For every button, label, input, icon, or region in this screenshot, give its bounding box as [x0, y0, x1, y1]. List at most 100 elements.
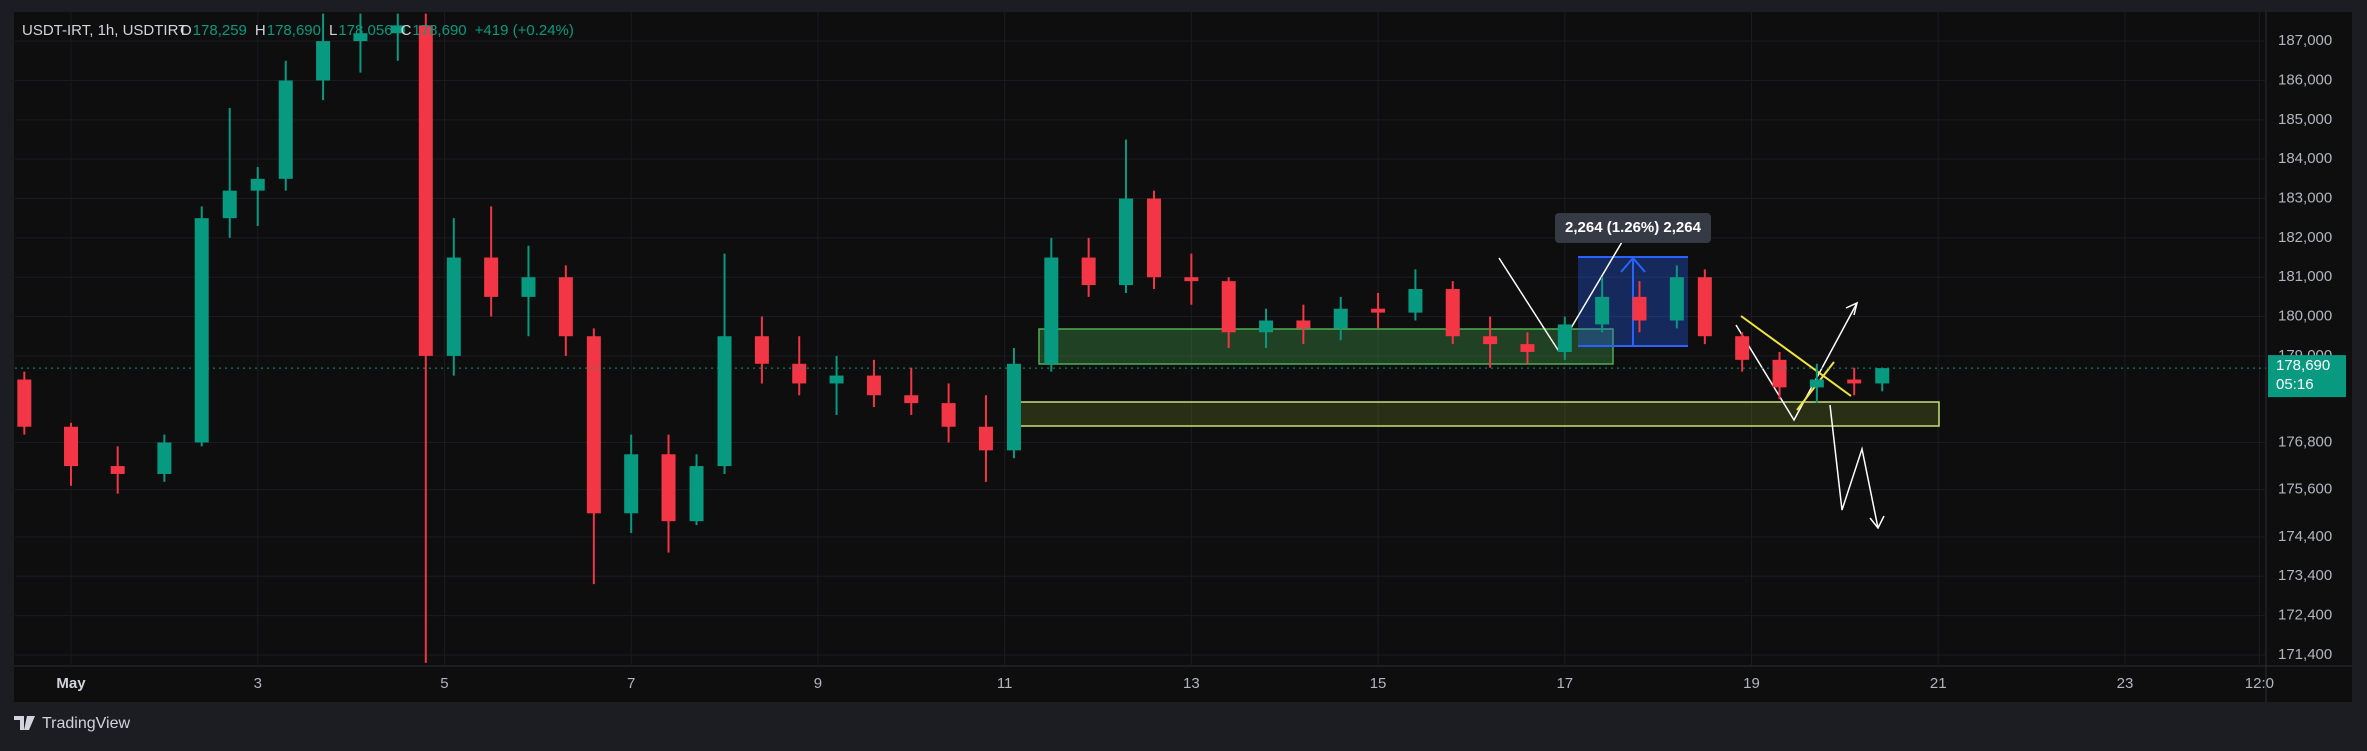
x-tick-label: May: [56, 675, 86, 692]
candle-body: [278, 80, 293, 179]
candle-body: [1445, 289, 1460, 337]
candle-body: [866, 375, 881, 396]
candle-body: [1408, 289, 1423, 313]
candle-body: [521, 277, 536, 297]
candle-body: [661, 454, 676, 522]
ohlc-value: 178,690: [412, 22, 466, 39]
candle-body: [1371, 308, 1386, 313]
candle-body: [717, 336, 732, 467]
x-tick-label: 17: [1556, 675, 1573, 692]
candle-body: [1147, 198, 1162, 278]
candle-body: [624, 454, 639, 514]
candle-body: [1520, 344, 1535, 352]
pattern-line: [1735, 302, 1858, 422]
candle-body: [1557, 324, 1572, 352]
candle-body: [904, 395, 919, 404]
y-tick-label: 174,400: [2278, 528, 2332, 545]
candle-body: [1697, 277, 1712, 337]
x-tick-label: 11: [997, 675, 1013, 692]
candles-layer: [17, 13, 1890, 663]
candle-body: [829, 375, 844, 384]
ohlc-key: C: [401, 22, 412, 39]
ohlc-value: 178,056: [338, 22, 392, 39]
candle-body: [157, 442, 172, 474]
measure-label: 2,264 (1.26%) 2,264: [1565, 219, 1702, 236]
candle-body: [1259, 320, 1274, 333]
y-tick-label: 182,000: [2278, 229, 2332, 246]
x-tick-label: 9: [814, 675, 822, 692]
ohlc-value: 178,690: [267, 22, 321, 39]
last-price-badge: [2268, 355, 2346, 398]
y-tick-label: 171,400: [2278, 646, 2332, 663]
candle-body: [1772, 359, 1787, 388]
y-tick-label: 185,000: [2278, 111, 2332, 128]
last-price-label: 178,690: [2276, 357, 2330, 374]
candle-body: [1632, 296, 1647, 321]
y-tick-label: 187,000: [2278, 32, 2332, 49]
candle-body: [1184, 277, 1199, 282]
candle-body: [194, 218, 209, 443]
candle-body: [1875, 368, 1890, 384]
y-tick-label: 181,000: [2278, 268, 2332, 285]
y-tick-label: 180,000: [2278, 308, 2332, 325]
y-tick-label: 183,000: [2278, 189, 2332, 206]
chart-panel: [14, 12, 2352, 702]
candle-body: [110, 466, 125, 474]
candle-body: [1483, 336, 1498, 345]
grid-layer: [15, 12, 2266, 666]
candle-body: [941, 403, 956, 427]
x-tick-label: 21: [1930, 675, 1947, 692]
x-tick-label: 3: [254, 675, 262, 692]
candle-body: [64, 426, 79, 467]
candle-body: [353, 33, 368, 42]
ohlc-key: H: [255, 22, 266, 39]
ohlc-legend: O 178,259 H 178,690 L 178,056 C 178,690 +419 (+0…: [180, 22, 574, 39]
wedge-line: [1740, 315, 1852, 397]
x-tick-label: 23: [2117, 675, 2134, 692]
countdown: 05:16: [2276, 376, 2314, 393]
candle-body: [1296, 320, 1311, 329]
candle-body: [754, 336, 769, 364]
ohlc-value: 178,259: [193, 22, 247, 39]
brand-logo: [14, 716, 35, 730]
candle-body: [1081, 257, 1096, 286]
y-tick-label: 184,000: [2278, 150, 2332, 167]
demand-zone: [1038, 328, 1614, 365]
x-tick-label: 15: [1370, 675, 1387, 692]
y-tick-label: 186,000: [2278, 71, 2332, 88]
ohlc-key: O: [180, 22, 192, 39]
change: +419 (+0.24%): [475, 22, 574, 39]
arrow-head: [1869, 515, 1885, 530]
candle-body: [586, 336, 601, 514]
candle-body: [1809, 379, 1824, 388]
symbol-title: USDT-IRT, 1h, USDTIRT: [22, 22, 187, 39]
candle-body: [1118, 198, 1133, 286]
candle-body: [316, 41, 331, 81]
candle-body: [1595, 296, 1610, 325]
candle-body: [484, 257, 499, 297]
pattern-line: [1829, 404, 1879, 529]
x-tick-label: 13: [1183, 675, 1200, 692]
candle-body: [446, 257, 461, 356]
candle-body: [1333, 308, 1348, 329]
y-tick-label: 176,800: [2278, 433, 2332, 450]
candle-body: [1669, 277, 1684, 321]
candle-body: [1735, 336, 1750, 360]
brand-name: TradingView: [42, 715, 130, 732]
candle-body: [250, 178, 265, 191]
candle-body: [390, 25, 405, 34]
candle-body: [1847, 379, 1862, 384]
x-tick-label: 12:0: [2245, 675, 2274, 692]
measure-label-box: [1555, 213, 1711, 243]
candle-body: [1006, 363, 1021, 451]
y-tick-label: 175,600: [2278, 481, 2332, 498]
candle-body: [1044, 257, 1059, 364]
candle-body: [1221, 281, 1236, 333]
ohlc-key: L: [329, 22, 337, 39]
candle-body: [17, 379, 32, 427]
candle-body: [558, 277, 573, 337]
arrow-head: [1845, 301, 1859, 316]
x-tick-label: 19: [1743, 675, 1760, 692]
y-tick-label: 173,400: [2278, 567, 2332, 584]
